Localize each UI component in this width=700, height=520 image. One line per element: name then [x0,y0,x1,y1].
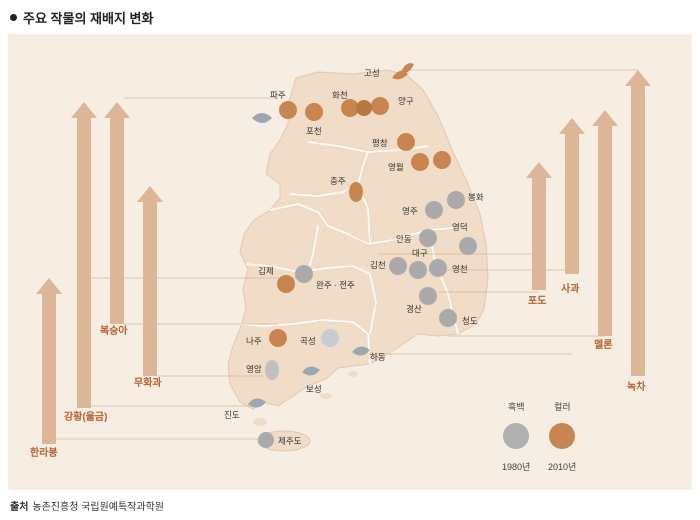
apple-icon-yeongwol [411,153,429,171]
legend-old-label: 흑백 [508,401,525,412]
hallabong-icon-naju [269,329,287,347]
melon-icon-gokseong [321,329,339,347]
island-1 [253,418,267,426]
place-chungju: 충주 [330,176,346,186]
source-label: 출처 [10,502,29,513]
label-mellon: 멜론 [594,339,612,351]
title-bullet [10,14,17,21]
place-cheongdo: 청도 [462,316,478,326]
chart-header: 주요 작물의 재배지 변화 [10,8,153,27]
label-podo: 포도 [528,295,546,307]
arrow-gangwhang [71,102,97,408]
melon-icon-3 [356,100,372,116]
legend-old-year: 1980년 [502,462,530,472]
tea-icon-goseong [392,63,414,80]
arrow-sagwa [559,118,585,274]
legend: 흑백 컬러 1980년 2010년 [502,401,576,472]
island-3 [348,371,358,377]
place-yeongwol: 영월 [388,162,404,172]
legend-new-label: 컬러 [554,402,571,412]
apple-icon-andong [419,229,437,247]
grape-icon-gimcheon [389,257,407,275]
grape-icon-gyeongsan [419,287,437,305]
tea-icon-paju-old [252,113,272,123]
place-jindo: 진도 [224,410,240,420]
place-hwacheon: 화천 [332,90,348,100]
melon-icon-hwacheon [341,99,359,117]
place-hadong: 하동 [370,352,386,362]
peach-icon-gimje-old [295,265,313,283]
place-naju: 나주 [246,336,262,346]
arrow-nokcha [625,70,651,376]
place-boseong: 보성 [306,384,322,394]
place-yeongam: 영암 [246,364,262,374]
place-gimcheon: 김천 [370,260,386,270]
peach-icon-cheongdo [439,309,457,327]
hallabong-icon-jeju [258,432,274,448]
arrow-mellon [592,110,618,336]
apple-icon-yeongju [425,201,443,219]
place-goseong: 고성 [364,68,380,78]
label-muhwagwa: 무화과 [134,376,162,389]
place-yanggu: 양구 [398,96,414,106]
peach-icon-yeongdeok [459,237,477,255]
label-sagwa: 사과 [561,282,580,295]
place-bonghwa: 봉화 [468,192,484,202]
map-figure: 한라봉 강황(울금) 복숭아 무화과 포도 사과 멜론 녹차 [30,63,651,472]
fig-icon-yeongam [265,360,279,380]
peach-icon-pocheon [305,103,323,121]
place-pocheon: 포천 [306,126,322,136]
arrow-podo [526,162,552,290]
grape-icon-daegu [409,261,427,279]
peach-icon-gimje [277,275,295,293]
connector-lines [56,69,638,440]
legend-old-swatch [503,423,529,449]
place-yeongdeok: 영덕 [452,222,468,232]
legend-new-year: 2010년 [548,462,576,472]
tea-icon-boseong [302,366,320,376]
place-gyeongsan: 경산 [406,304,422,314]
source-note: 출처 농촌진흥청 국립원예특작과학원 [10,498,164,513]
tea-icon-hadong [352,346,370,356]
place-gokseong: 곡성 [300,336,316,346]
place-labels: 고성 파주 화천 양구 포천 평창 영월 충주 봉화 영주 안동 영덕 대구 김… [224,68,484,446]
place-jeju: 제주도 [278,436,302,446]
apple-icon-bonghwa [447,191,465,209]
label-boksunga: 복숭아 [100,324,128,337]
place-gimje: 김제 [258,266,274,276]
label-hallabong: 한라봉 [30,446,58,459]
place-daegu: 대구 [412,248,428,258]
fig-icon-chungju [349,182,363,202]
legend-new-swatch [549,423,575,449]
label-nokcha: 녹차 [627,380,646,393]
arrow-boksunga [104,102,130,324]
arrow-hallabong [36,278,62,444]
place-wanju: 완주 · 전주 [316,280,355,290]
crop-arrows [36,70,651,444]
place-yeongcheon: 영천 [452,264,468,274]
place-paju: 파주 [270,90,286,100]
arrow-muhwagwa [137,186,163,376]
grape-icon-yeongcheon [429,259,447,277]
place-yeongju: 영주 [402,206,418,216]
page-title: 주요 작물의 재배지 변화 [23,11,154,26]
grape-icon-yeongwol [433,151,451,169]
melon-icon-yanggu [371,97,389,115]
province-borders [239,141,459,365]
island-2 [320,393,332,399]
peach-icon-paju [279,101,297,119]
source-text: 농촌진흥청 국립원예특작과학원 [32,502,164,513]
tea-icon-jindo [248,398,266,408]
label-gangwhang: 강황(울금) [64,410,107,423]
place-andong: 안동 [396,234,412,244]
place-pyeongchang: 평창 [372,138,388,148]
crop-markers [248,63,477,448]
map-panel: 한라봉 강황(울금) 복숭아 무화과 포도 사과 멜론 녹차 [8,34,692,490]
apple-icon-pyeongchang [397,133,415,151]
